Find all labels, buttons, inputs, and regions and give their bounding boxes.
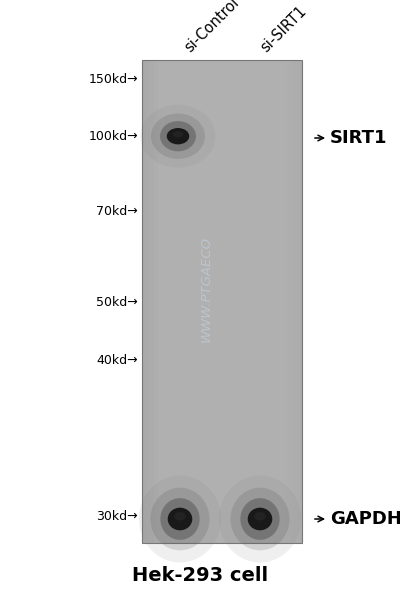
Text: si-Control: si-Control (182, 0, 242, 55)
Bar (294, 60, 298, 543)
Ellipse shape (168, 508, 192, 530)
Ellipse shape (160, 498, 200, 540)
Bar (154, 60, 158, 543)
Bar (150, 60, 154, 543)
Ellipse shape (160, 121, 196, 151)
Bar (146, 60, 150, 543)
Ellipse shape (254, 512, 266, 521)
Text: 150kd→: 150kd→ (88, 73, 138, 86)
Ellipse shape (151, 113, 205, 159)
Text: Hek-293 cell: Hek-293 cell (132, 566, 268, 585)
Bar (290, 60, 294, 543)
Ellipse shape (240, 498, 280, 540)
Text: 70kd→: 70kd→ (96, 205, 138, 218)
Ellipse shape (230, 488, 290, 550)
Ellipse shape (248, 508, 272, 530)
Text: SIRT1: SIRT1 (330, 129, 388, 147)
Ellipse shape (139, 475, 221, 563)
Text: 40kd→: 40kd→ (96, 353, 138, 367)
Text: 30kd→: 30kd→ (96, 509, 138, 523)
Text: GAPDH: GAPDH (330, 510, 400, 528)
Bar (142, 60, 302, 543)
Text: 100kd→: 100kd→ (88, 130, 138, 143)
Text: WWW.PTGAECO: WWW.PTGAECO (200, 236, 212, 343)
Ellipse shape (173, 131, 183, 137)
Ellipse shape (150, 488, 210, 550)
Bar (298, 60, 302, 543)
Bar (286, 60, 290, 543)
Ellipse shape (174, 512, 186, 521)
Ellipse shape (140, 104, 216, 168)
Text: si-SIRT1: si-SIRT1 (258, 4, 310, 55)
Ellipse shape (219, 475, 301, 563)
Bar (142, 60, 146, 543)
Text: 50kd→: 50kd→ (96, 296, 138, 309)
Ellipse shape (167, 128, 189, 145)
